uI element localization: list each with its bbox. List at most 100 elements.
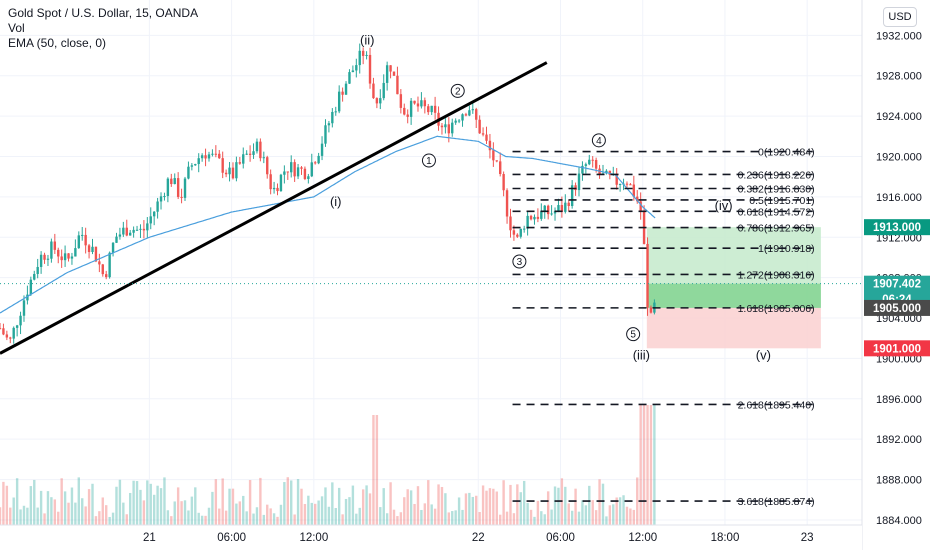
fibonacci-extension[interactable]: 0(1920.484) 0.236(1918.226) 0.382(1916.830… bbox=[0, 147, 862, 508]
candle-body bbox=[649, 307, 653, 313]
volume-bar bbox=[646, 405, 649, 525]
candle-body bbox=[245, 153, 248, 155]
volume-bar bbox=[331, 482, 334, 525]
price-tick-label: 1888.000 bbox=[876, 475, 922, 487]
candle-body bbox=[365, 54, 368, 56]
candle-body bbox=[228, 167, 231, 175]
volume-bar bbox=[361, 489, 365, 525]
volume-bar bbox=[320, 496, 324, 525]
chart-legend: Gold Spot / U.S. Dollar, 15, OANDA Vol E… bbox=[8, 6, 198, 51]
volume-bar bbox=[313, 503, 317, 525]
candle-body bbox=[197, 158, 200, 165]
price-tag-box bbox=[864, 275, 930, 292]
candle-body bbox=[420, 100, 423, 107]
fib-level-label: 2.618(1895.440) bbox=[738, 399, 815, 411]
volume-bar bbox=[433, 508, 437, 525]
price-tag-label: 1901.000 bbox=[873, 343, 921, 355]
open-profit-zone bbox=[646, 283, 821, 308]
candle-body bbox=[409, 100, 413, 117]
candle-body bbox=[15, 325, 19, 328]
volume-bar bbox=[570, 510, 574, 525]
candle-body bbox=[2, 328, 5, 335]
volume-bar bbox=[9, 507, 12, 525]
price-tag-label: 1907.402 bbox=[873, 279, 921, 291]
trendline[interactable] bbox=[0, 61, 548, 355]
candle-body bbox=[485, 134, 488, 141]
candle-body bbox=[361, 50, 365, 56]
candle-body bbox=[625, 183, 629, 185]
volume-bar bbox=[385, 513, 389, 525]
volume-bar bbox=[355, 513, 358, 525]
volume-bar bbox=[358, 507, 361, 525]
candle-body bbox=[557, 205, 560, 212]
candle-body bbox=[351, 70, 355, 73]
wave-label: (i) bbox=[330, 194, 342, 209]
candle-body bbox=[454, 120, 457, 123]
ema-indicator-label[interactable]: EMA (50, close, 0) bbox=[8, 36, 107, 50]
volume-bar bbox=[368, 493, 372, 525]
volume-bar bbox=[283, 482, 286, 525]
candle-body bbox=[646, 243, 649, 308]
candle-body bbox=[399, 94, 403, 108]
candle-body bbox=[218, 153, 221, 159]
candle-body bbox=[533, 216, 536, 220]
candle-body bbox=[163, 196, 166, 198]
volume-indicator-label[interactable]: Vol bbox=[8, 21, 25, 35]
volume-bar bbox=[577, 511, 581, 525]
candle-body bbox=[46, 258, 50, 260]
volume-bar bbox=[464, 493, 468, 525]
candle-body bbox=[355, 65, 358, 71]
price-tag-label: 1905.000 bbox=[873, 303, 921, 315]
volume-bar bbox=[519, 492, 522, 525]
candlesticks bbox=[0, 43, 656, 344]
volume-bar bbox=[416, 486, 420, 525]
candle-body bbox=[492, 150, 495, 161]
candle-body bbox=[389, 65, 392, 72]
time-axis[interactable]: 21 06:00 12:00 22 06:00 12:00 18:00 23 bbox=[0, 524, 862, 550]
candle-body bbox=[416, 103, 420, 107]
candle-body bbox=[242, 154, 245, 164]
volume-bar bbox=[505, 511, 509, 525]
time-axis-bg bbox=[0, 525, 862, 550]
candle-body bbox=[337, 91, 341, 112]
symbol-title[interactable]: Gold Spot / U.S. Dollar, 15, OANDA bbox=[8, 6, 199, 20]
candle-body bbox=[139, 228, 142, 230]
volume-bar bbox=[588, 485, 591, 525]
volume-bar bbox=[382, 488, 385, 525]
candle-body bbox=[105, 274, 108, 278]
wave-label-circle bbox=[421, 153, 436, 168]
candle-body bbox=[540, 211, 543, 219]
price-axis[interactable]: 1932.000 1928.000 1924.000 1920.000 1916.000… bbox=[861, 0, 932, 550]
candle-body bbox=[146, 223, 149, 231]
candle-body bbox=[581, 165, 584, 174]
volume-bar bbox=[105, 505, 108, 525]
volume-bar bbox=[197, 512, 200, 525]
candle-body bbox=[331, 111, 334, 124]
volume-bar bbox=[594, 510, 598, 525]
volume-bar bbox=[365, 485, 368, 525]
volume-bar bbox=[187, 510, 190, 525]
long-position-tool[interactable] bbox=[646, 227, 821, 349]
volume-bar bbox=[262, 514, 266, 525]
currency-button[interactable]: USD bbox=[883, 7, 917, 27]
candle-body bbox=[584, 164, 588, 166]
candle-body bbox=[372, 83, 375, 99]
volume-bar bbox=[5, 485, 9, 525]
volume-bar bbox=[163, 477, 166, 525]
volume-bar bbox=[142, 500, 146, 525]
volume-bar bbox=[557, 487, 560, 525]
volume-bar bbox=[132, 480, 135, 525]
candle-body bbox=[235, 162, 238, 179]
ema-curve bbox=[0, 135, 656, 314]
volume-bar bbox=[125, 514, 128, 525]
volume-bar bbox=[601, 483, 605, 525]
volume-bar bbox=[46, 491, 50, 525]
volume-bar bbox=[310, 502, 313, 525]
candle-body bbox=[505, 190, 509, 217]
volume-bar bbox=[488, 488, 492, 525]
time-tick-label: 18:00 bbox=[711, 532, 740, 544]
volume-bar bbox=[392, 509, 396, 525]
candle-body bbox=[560, 205, 564, 212]
candle-body bbox=[478, 119, 481, 134]
